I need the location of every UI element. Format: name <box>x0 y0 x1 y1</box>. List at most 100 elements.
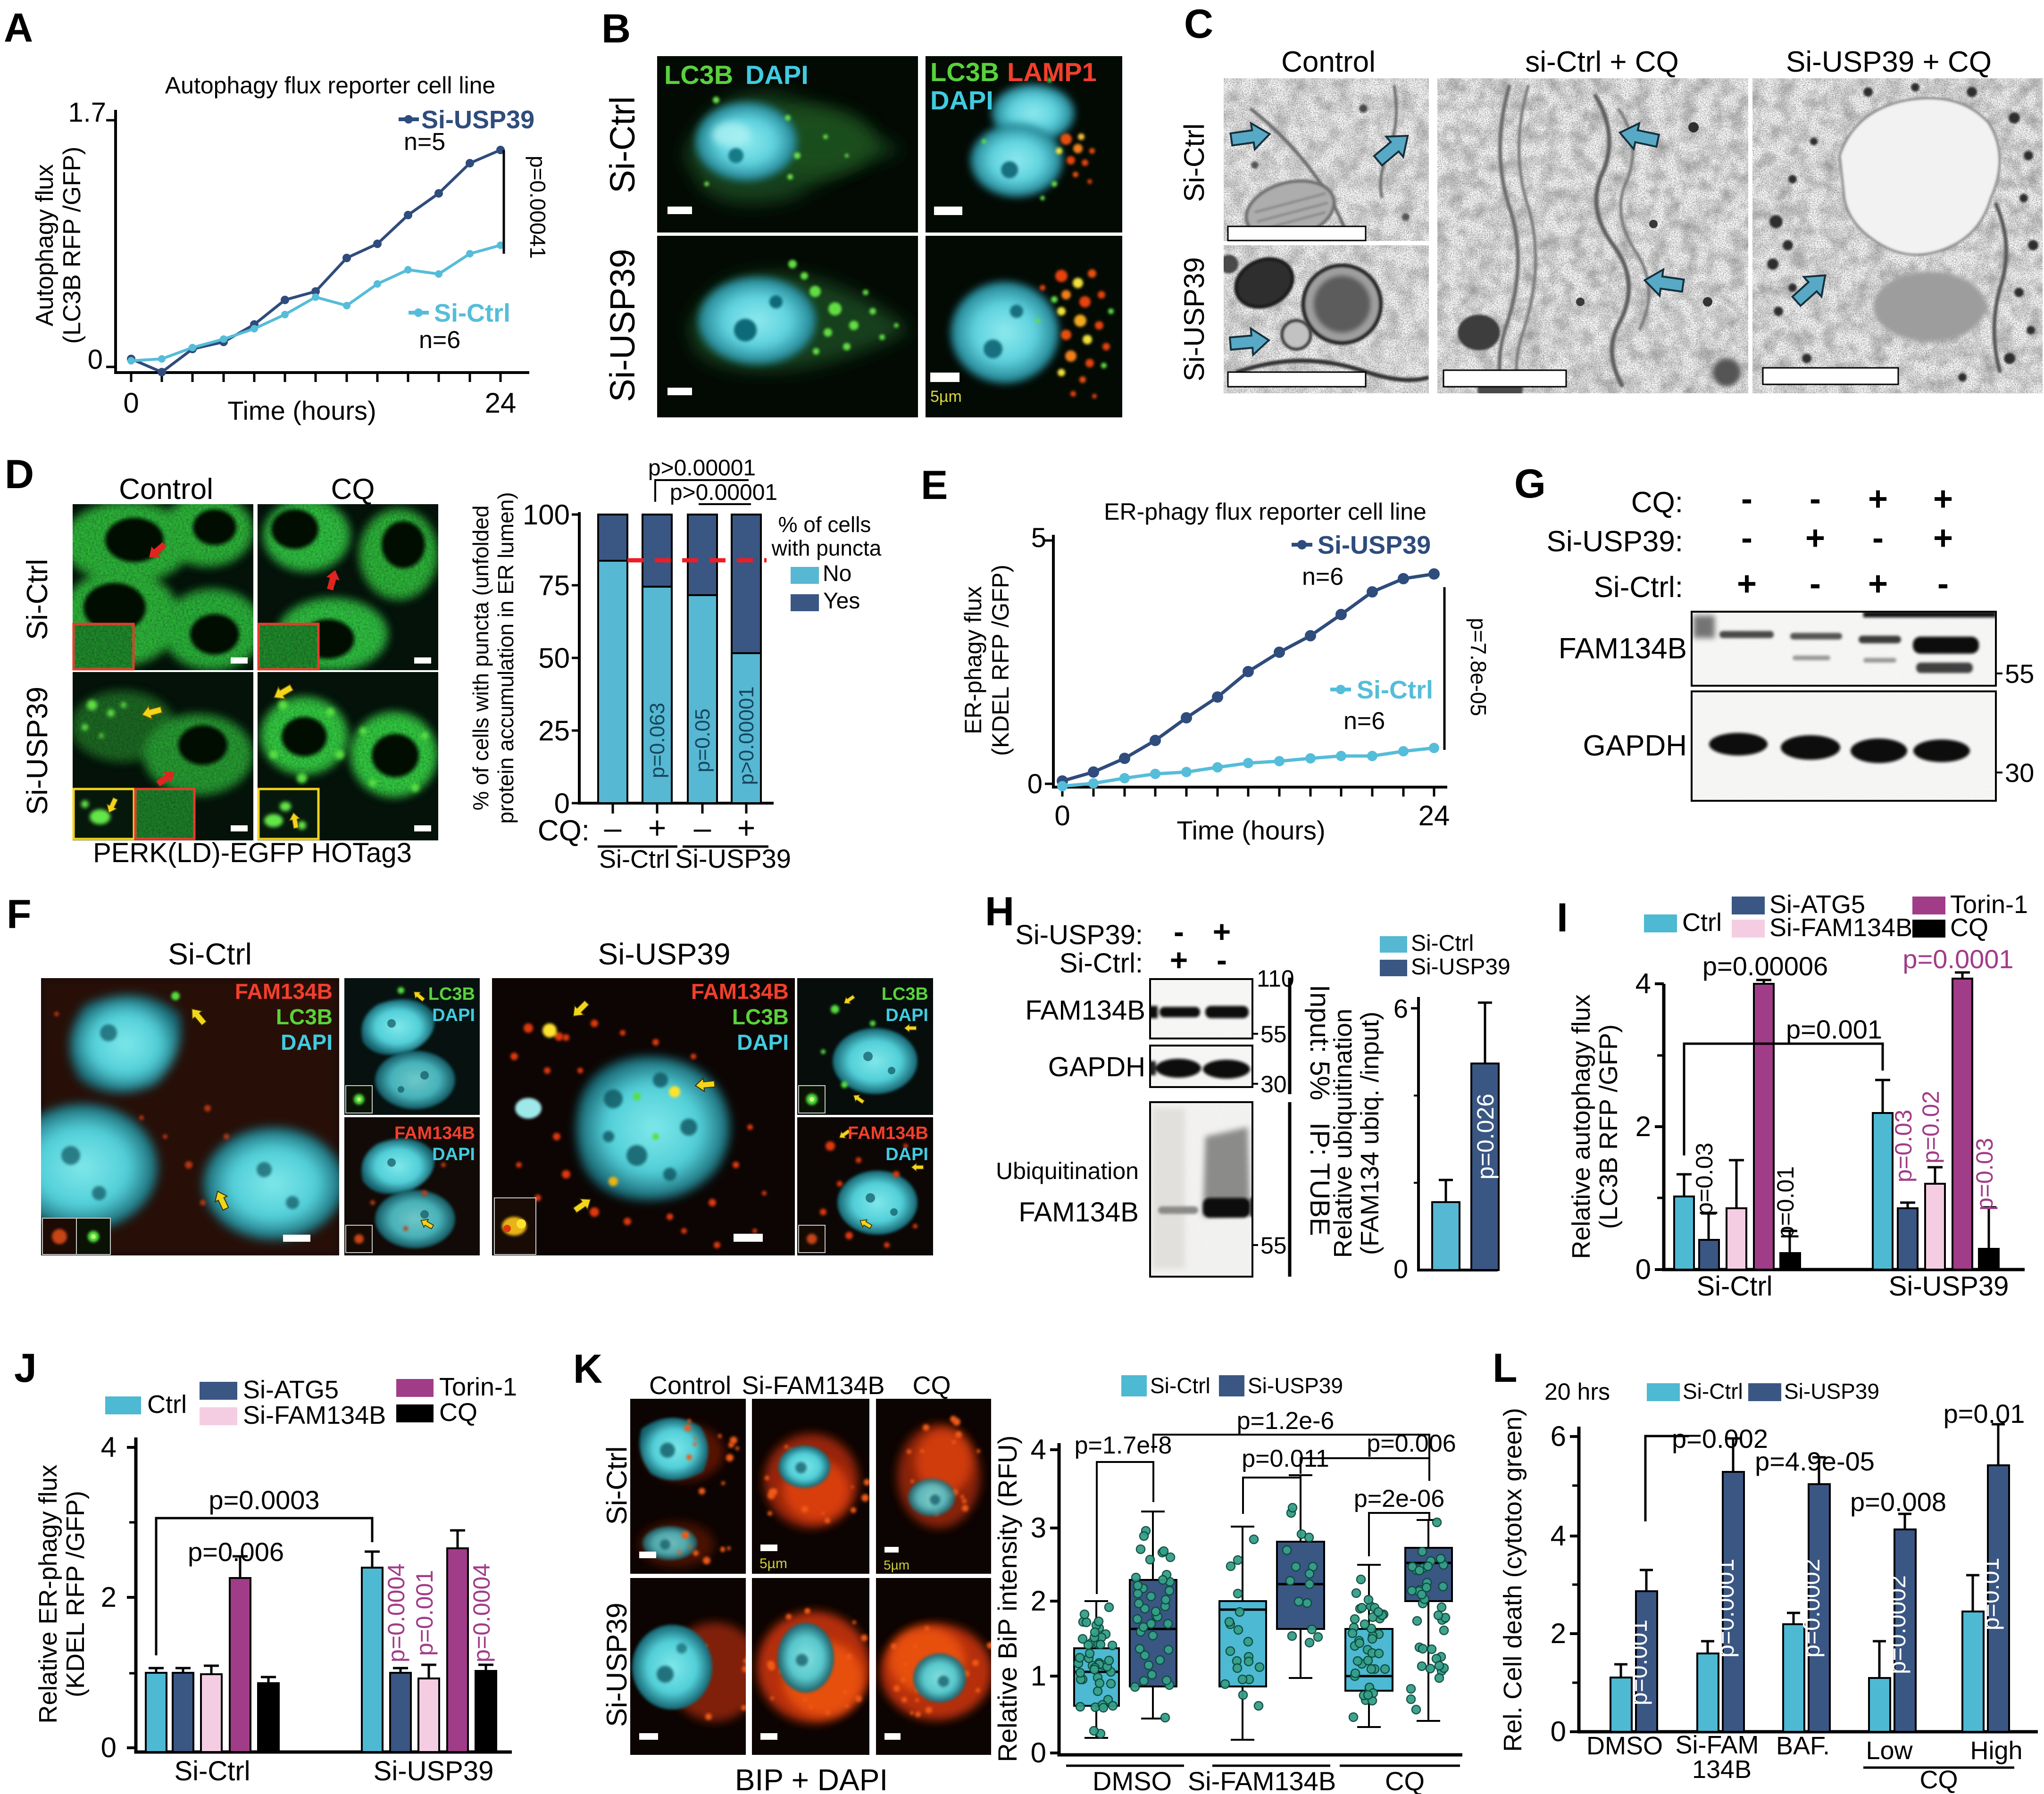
svg-text:H: H <box>985 889 1014 934</box>
svg-text:4: 4 <box>1031 1434 1046 1465</box>
svg-text:p=2e-06: p=2e-06 <box>1354 1485 1444 1512</box>
svg-text:DAPI: DAPI <box>737 1030 789 1055</box>
svg-text:+: + <box>1868 480 1888 518</box>
svg-text:-: - <box>1741 519 1752 557</box>
svg-text:–: – <box>694 810 711 845</box>
svg-text:Si-USP39: Si-USP39 <box>1248 1373 1343 1398</box>
svg-text:Si-USP39: Si-USP39 <box>1411 955 1510 980</box>
svg-text:Si-FAM: Si-FAM <box>1675 1731 1759 1759</box>
svg-text:+: + <box>1737 565 1757 603</box>
svg-text:Si-USP39: Si-USP39 <box>601 1603 633 1727</box>
svg-text:0: 0 <box>1551 1716 1566 1747</box>
svg-text:Si-Ctrl: Si-Ctrl <box>21 559 54 640</box>
svg-text:Si-USP39: Si-USP39 <box>675 844 791 873</box>
svg-text:Si-USP39:: Si-USP39: <box>1547 525 1683 558</box>
svg-text:Torin-1: Torin-1 <box>439 1373 517 1401</box>
svg-text:24: 24 <box>1418 800 1450 831</box>
svg-text:with puncta: with puncta <box>771 536 882 560</box>
svg-text:n=6: n=6 <box>419 326 460 354</box>
svg-text:+: + <box>1933 480 1953 518</box>
svg-text:Si-Ctrl: Si-Ctrl <box>1179 124 1210 202</box>
svg-text:FAM134B: FAM134B <box>848 1123 928 1143</box>
svg-text:FAM134B: FAM134B <box>1018 1197 1139 1228</box>
svg-text:Control: Control <box>649 1371 731 1400</box>
svg-text:p=0.03: p=0.03 <box>1971 1138 1998 1211</box>
svg-text:Ubiquitination: Ubiquitination <box>996 1158 1139 1184</box>
svg-text:134B: 134B <box>1692 1755 1752 1784</box>
svg-text:p=0.01: p=0.01 <box>1977 1558 2004 1630</box>
svg-text:n=6: n=6 <box>1343 707 1385 735</box>
svg-text:BIP + DAPI: BIP + DAPI <box>735 1763 888 1794</box>
svg-text:DAPI: DAPI <box>930 85 993 115</box>
svg-text:CQ: CQ <box>439 1398 477 1427</box>
svg-text:Si-FAM134B: Si-FAM134B <box>742 1371 884 1400</box>
svg-text:–: – <box>604 810 622 845</box>
svg-text:Si-USP39: Si-USP39 <box>374 1756 494 1786</box>
svg-text:CQ: CQ <box>913 1371 951 1400</box>
svg-text:-: - <box>1741 480 1752 518</box>
svg-text:Si-USP39: Si-USP39 <box>1318 531 1431 559</box>
svg-text:Relative autophagy flux: Relative autophagy flux <box>1567 994 1595 1259</box>
svg-text:55: 55 <box>2005 659 2034 689</box>
svg-text:Si-Ctrl:: Si-Ctrl: <box>1594 571 1683 604</box>
svg-text:% of cells with puncta (unfold: % of cells with puncta (unfolded <box>468 506 493 811</box>
svg-text:-: - <box>1872 519 1884 557</box>
svg-text:Relative ER-phagy flux: Relative ER-phagy flux <box>34 1464 62 1723</box>
svg-text:100: 100 <box>523 499 570 531</box>
svg-text:Si-Ctrl: Si-Ctrl <box>1696 1271 1772 1302</box>
svg-text:Si-FAM134B: Si-FAM134B <box>1769 914 1912 942</box>
svg-text:(FAM134 ubiq. /input): (FAM134 ubiq. /input) <box>1356 1012 1384 1255</box>
svg-text:CQ: CQ <box>1385 1766 1425 1794</box>
svg-text:Torin-1: Torin-1 <box>1950 890 2028 919</box>
svg-text:0: 0 <box>554 788 570 819</box>
svg-text:2: 2 <box>101 1581 117 1613</box>
svg-text:K: K <box>573 1346 602 1392</box>
svg-text:FAM134B: FAM134B <box>235 979 333 1004</box>
svg-text:Si-Ctrl:: Si-Ctrl: <box>1060 948 1143 979</box>
svg-text:Si-Ctrl: Si-Ctrl <box>434 299 510 327</box>
svg-text:p>0.00001: p>0.00001 <box>670 480 777 505</box>
svg-text:Rel. Cell death (cytotox green: Rel. Cell death (cytotox green) <box>1499 1408 1527 1752</box>
svg-text:3: 3 <box>1031 1512 1046 1544</box>
svg-text:J: J <box>14 1346 37 1391</box>
svg-text:+: + <box>737 810 756 845</box>
svg-text:30: 30 <box>1260 1071 1287 1097</box>
svg-text:55: 55 <box>1260 1232 1287 1259</box>
svg-text:Si-Ctrl: Si-Ctrl <box>1683 1379 1743 1404</box>
svg-text:p=0.001: p=0.001 <box>1626 1620 1652 1705</box>
svg-text:5µm: 5µm <box>759 1556 787 1571</box>
svg-text:p=0.001: p=0.001 <box>1786 1014 1882 1044</box>
svg-text:Si-USP39:: Si-USP39: <box>1015 920 1143 950</box>
svg-text:I: I <box>1557 895 1568 940</box>
svg-text:E: E <box>921 463 948 508</box>
svg-text:Si-Ctrl: Si-Ctrl <box>601 1446 633 1525</box>
svg-text:5µm: 5µm <box>884 1558 909 1572</box>
svg-text:Control: Control <box>119 473 213 506</box>
svg-text:DAPI: DAPI <box>745 60 809 90</box>
svg-text:25: 25 <box>538 715 570 747</box>
svg-text:GAPDH: GAPDH <box>1583 730 1687 762</box>
svg-text:% of cells: % of cells <box>778 512 871 537</box>
svg-text:+: + <box>648 810 667 845</box>
svg-text:p=0.002: p=0.002 <box>1672 1424 1768 1453</box>
svg-text:DMSO: DMSO <box>1093 1766 1172 1794</box>
svg-text:-: - <box>1810 480 1821 518</box>
svg-text:4: 4 <box>1635 968 1651 999</box>
svg-text:Si-Ctrl: Si-Ctrl <box>1411 931 1474 956</box>
svg-text:FAM134B: FAM134B <box>1559 632 1687 665</box>
svg-text:30: 30 <box>2005 758 2034 788</box>
svg-text:+: + <box>1933 519 1953 557</box>
svg-text:+: + <box>1805 519 1825 557</box>
svg-text:CQ: CQ <box>1950 914 1988 942</box>
svg-text:(LC3B RFP /GFP): (LC3B RFP /GFP) <box>58 147 86 344</box>
svg-text:LAMP1: LAMP1 <box>1007 57 1097 87</box>
svg-text:Yes: Yes <box>823 589 860 614</box>
svg-text:p=0.03: p=0.03 <box>1890 1110 1917 1182</box>
svg-text:FAM134B: FAM134B <box>691 979 789 1004</box>
svg-text:Autophagy flux: Autophagy flux <box>31 164 58 326</box>
svg-text:G: G <box>1514 461 1546 507</box>
svg-text:DAPI: DAPI <box>885 1145 928 1164</box>
svg-text:Time (hours): Time (hours) <box>227 396 376 425</box>
svg-text:20 hrs: 20 hrs <box>1544 1379 1610 1405</box>
svg-text:0: 0 <box>1031 1737 1046 1769</box>
